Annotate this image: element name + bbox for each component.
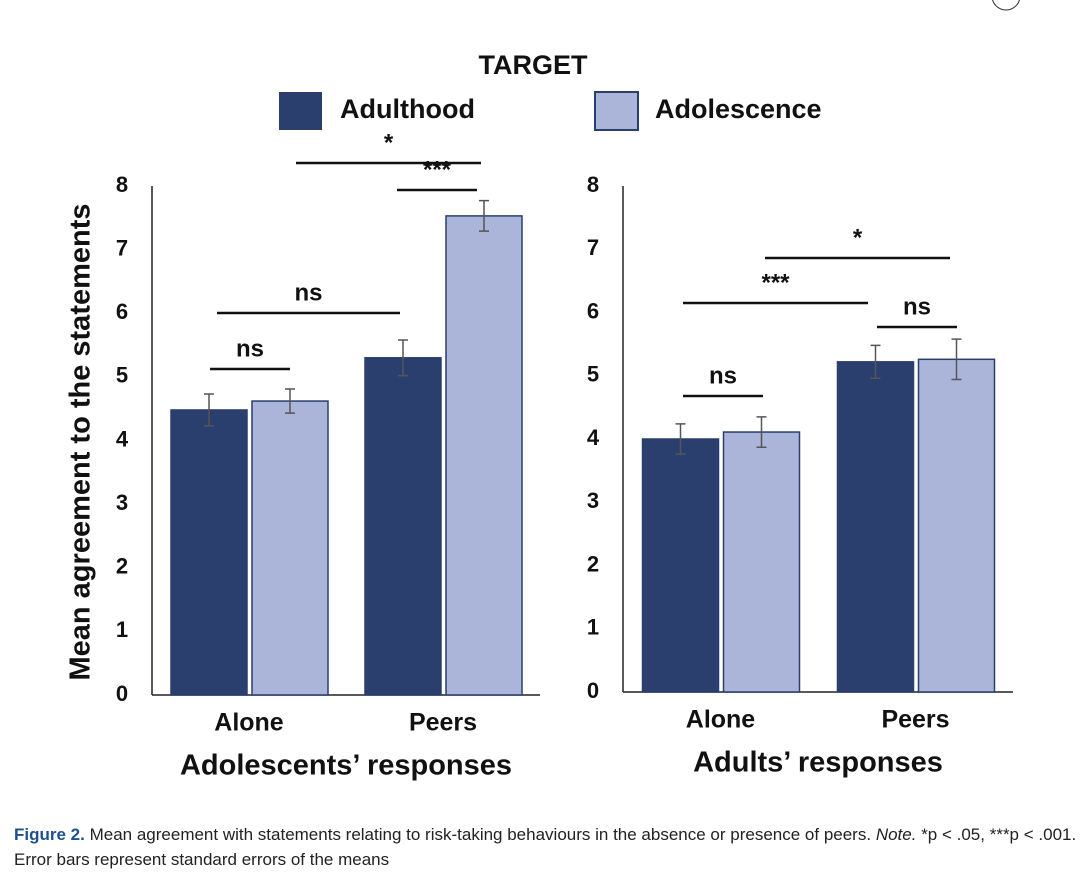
y-tick-label: 1 bbox=[587, 615, 599, 640]
y-tick-label: 4 bbox=[116, 426, 129, 451]
y-tick-label: 8 bbox=[116, 172, 128, 197]
x-tick-label: Peers bbox=[409, 709, 477, 737]
y-tick-label: 3 bbox=[116, 490, 128, 515]
legend-title: TARGET bbox=[479, 50, 588, 80]
caption-label: Figure 2. bbox=[14, 825, 85, 844]
y-tick-label: 3 bbox=[587, 488, 599, 513]
y-tick-label: 6 bbox=[116, 299, 128, 324]
significance-label: ns bbox=[294, 279, 322, 306]
significance-label: ns bbox=[903, 293, 931, 320]
error-bar bbox=[285, 388, 295, 414]
y-tick-label: 4 bbox=[587, 425, 600, 450]
y-tick-label: 6 bbox=[587, 298, 599, 323]
bar bbox=[722, 431, 801, 693]
y-tick-label: 2 bbox=[587, 551, 599, 576]
error-bar bbox=[756, 416, 767, 448]
x-axis-title: Adolescents’ responses bbox=[180, 750, 512, 782]
bar bbox=[170, 409, 248, 696]
error-bar bbox=[479, 199, 489, 232]
x-tick-label: Alone bbox=[686, 706, 756, 734]
significance-label: *** bbox=[761, 269, 790, 296]
significance-label: * bbox=[853, 224, 863, 251]
y-tick-label: 1 bbox=[116, 617, 128, 642]
y-tick-label: 8 bbox=[587, 172, 599, 197]
y-tick-label: 0 bbox=[587, 678, 599, 703]
significance-label: ns bbox=[236, 335, 264, 362]
caption: Figure 2. Mean agreement with statements… bbox=[14, 822, 1084, 872]
bar bbox=[251, 400, 329, 696]
legend-swatch bbox=[279, 92, 322, 130]
y-tick-label: 2 bbox=[116, 554, 128, 579]
significance-label: ns bbox=[709, 362, 737, 389]
y-tick-label: 5 bbox=[587, 362, 599, 387]
y-tick-label: 5 bbox=[116, 363, 128, 388]
x-tick-label: Alone bbox=[214, 709, 284, 737]
error-bar bbox=[675, 423, 686, 455]
legend-label: Adolescence bbox=[655, 94, 822, 124]
caption-note-label: Note. bbox=[875, 825, 917, 844]
caption-note: *p < .05, ***p < .001. Error bars repres… bbox=[14, 825, 1077, 869]
caption-text: Mean agreement with statements relating … bbox=[89, 825, 872, 844]
error-bar bbox=[204, 393, 214, 427]
y-axis-title: Mean agreement to the statements bbox=[65, 203, 97, 680]
bar bbox=[364, 357, 442, 696]
corner-icon bbox=[992, 0, 1020, 11]
bar bbox=[641, 438, 720, 693]
y-tick-label: 0 bbox=[116, 681, 128, 706]
error-bar bbox=[951, 338, 962, 381]
error-bar bbox=[398, 339, 408, 377]
bar bbox=[917, 358, 996, 693]
bar bbox=[445, 215, 523, 696]
legend-swatch bbox=[594, 91, 639, 131]
x-tick-label: Peers bbox=[881, 706, 949, 734]
significance-label: * bbox=[384, 129, 394, 156]
legend-label: Adulthood bbox=[340, 94, 475, 124]
y-tick-label: 7 bbox=[116, 235, 128, 260]
y-tick-label: 7 bbox=[587, 235, 599, 260]
bar bbox=[836, 361, 915, 693]
x-axis-title: Adults’ responses bbox=[693, 747, 943, 779]
error-bar bbox=[870, 344, 881, 380]
significance-label: *** bbox=[423, 156, 452, 183]
figure: TARGET Adulthood Adolescence Mean agreem… bbox=[65, 0, 1020, 782]
